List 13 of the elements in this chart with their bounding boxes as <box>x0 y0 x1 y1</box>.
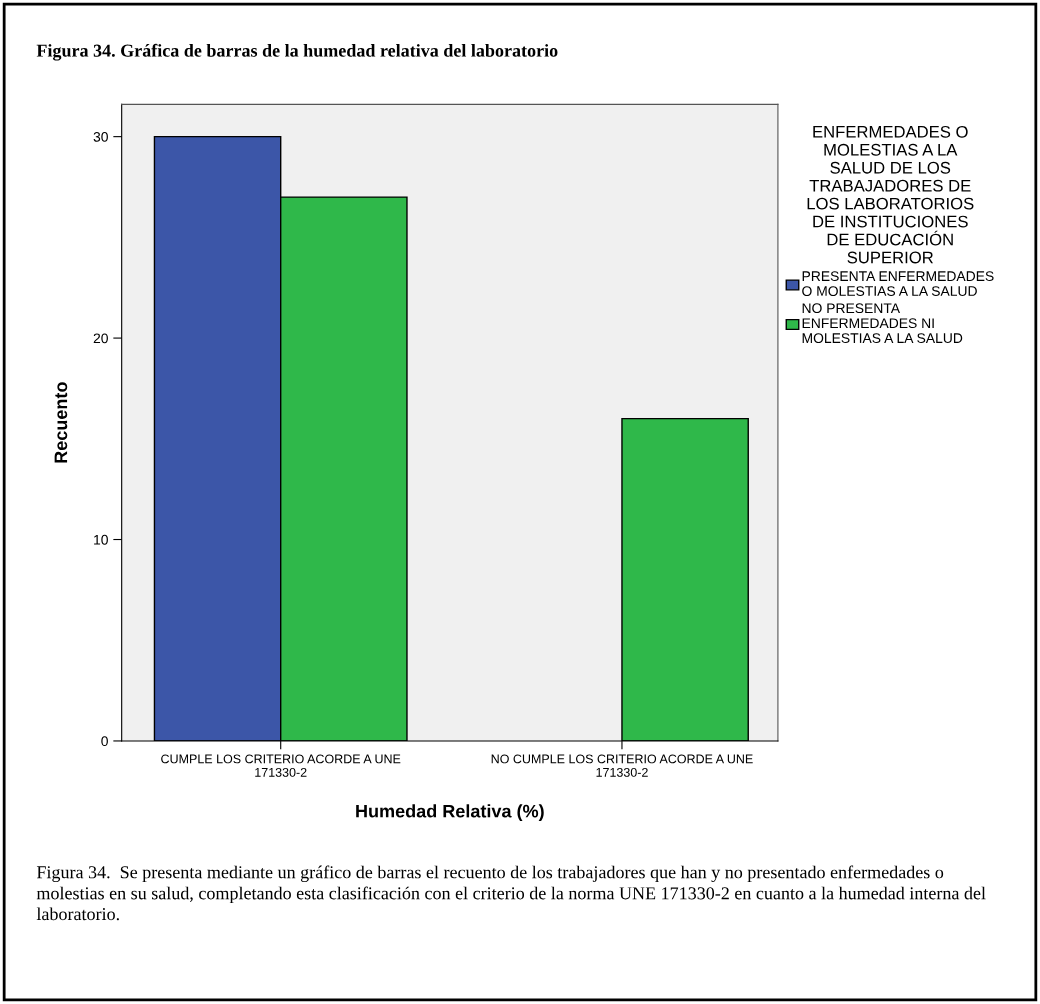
y-tick-label: 10 <box>94 534 108 545</box>
legend-title: ENFERMEDADES O MOLESTIAS A LA SALUD DE LOS TRABAJADORES DE LOS LABORATORIOS DE INSTITUCIONES DE EDUCACIÓN SUPERIOR <box>807 125 974 264</box>
text: Figura 34. Se presenta mediante un gráfico de barras el recuento de los trabajadores que han y no presentado enfermedades o molestias en su salud, completando esta clasificación con el criterio de la norma UNE 171330-2 en cuanto a la humedad interna del laboratorio. <box>36 865 986 921</box>
legend-label: PRESENTA ENFERMEDADES O MOLESTIAS A LA SALUD <box>802 271 994 297</box>
legend-label: NO PRESENTA ENFERMEDADES NI MOLESTIAS A LA SALUD <box>802 303 963 344</box>
chart-title: Figura 34. Gráfica de barras de la humedad relativa del laboratorio <box>36 43 558 61</box>
y-tick-label: 30 <box>93 131 108 142</box>
x-tick-label: NO CUMPLE LOS CRITERIO ACORDE A UNE 171330-2 <box>491 754 753 777</box>
y-axis-title: Recuento <box>54 382 68 463</box>
y-tick-label: 0 <box>101 736 108 747</box>
x-axis-title: Humedad Relativa (%) <box>356 804 544 822</box>
y-tick-label: 20 <box>93 333 108 344</box>
x-tick-label: CUMPLE LOS CRITERIO ACORDE A UNE 171330-2 <box>161 754 401 777</box>
